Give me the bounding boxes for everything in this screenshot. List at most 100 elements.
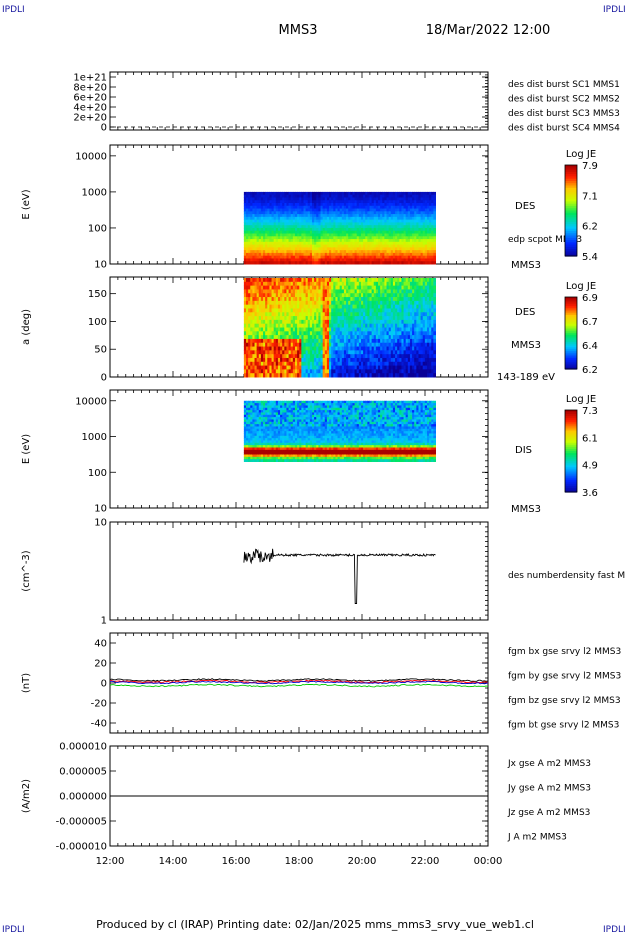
spectrogram-cell [346, 211, 349, 215]
spectrogram-cell [326, 202, 330, 207]
spectrogram-cell [273, 205, 277, 210]
spectrogram-cell [331, 293, 334, 298]
spectrogram-cell [265, 285, 268, 290]
spectrogram-cell [390, 327, 394, 332]
spectrogram-cell [324, 219, 328, 223]
spectrogram-cell [354, 369, 358, 374]
spectrogram-cell [350, 230, 353, 234]
spectrogram-cell [405, 219, 409, 223]
spectrogram-cell [246, 297, 249, 302]
spectrogram-cell [333, 369, 336, 374]
spectrogram-cell [260, 350, 264, 355]
spectrogram-cell [312, 258, 315, 262]
spectrogram-cell [365, 194, 368, 198]
spectrogram-cell [290, 205, 294, 210]
spectrogram-cell [403, 239, 407, 243]
spectrogram-cell [243, 289, 247, 294]
spectrogram-cell [265, 194, 268, 198]
spectrogram-cell [275, 202, 279, 207]
spectrogram-cell [275, 281, 279, 287]
spectrogram-cell [282, 361, 285, 367]
spectrogram-cell [256, 308, 260, 313]
spectrogram-cell [382, 361, 385, 367]
spectrogram-cell [431, 250, 434, 254]
spectrogram-cell [348, 331, 351, 336]
spectrogram-cell [405, 365, 409, 370]
spectrogram-cell [392, 312, 396, 317]
spectrogram-cell [254, 233, 258, 237]
spectrogram-cell [354, 230, 358, 234]
spectrogram-cell [333, 278, 336, 283]
spectrogram-cell [309, 281, 313, 287]
spectrogram-cell [337, 285, 341, 290]
spectrogram-cell [382, 304, 385, 309]
spectrogram-cell [390, 227, 394, 232]
spectrogram-cell [339, 278, 343, 283]
spectrogram-cell [320, 300, 324, 306]
spectrogram-cell [418, 331, 422, 336]
spectrogram-cell [254, 225, 258, 229]
spectrogram-cell [314, 304, 317, 309]
spectrogram-cell [356, 244, 360, 248]
spectrogram-cell [371, 230, 375, 234]
spectrogram-cell [337, 346, 341, 351]
spectrogram-cell [331, 369, 334, 374]
spectrogram-cell [346, 202, 349, 207]
y-tick-label: 0 [101, 373, 107, 384]
spectrogram-cell [405, 278, 409, 283]
spectrogram-cell [320, 227, 324, 232]
spectrogram-cell [299, 239, 302, 243]
spectrogram-cell [350, 297, 353, 302]
spectrogram-cell [403, 233, 407, 237]
spectrogram-cell [303, 214, 307, 218]
spectrogram-cell [365, 338, 368, 344]
spectrogram-cell [271, 233, 275, 237]
spectrogram-cell [386, 278, 390, 283]
spectrogram-cell [395, 202, 398, 207]
spectrogram-cell [382, 342, 385, 348]
spectrogram-cell [384, 227, 388, 232]
spectrogram-cell [399, 319, 402, 325]
spectrogram-cell [388, 225, 392, 229]
spectrogram-cell [378, 338, 381, 344]
spectrogram-cell [292, 304, 296, 309]
spectrogram-cell [367, 197, 370, 201]
spectrogram-cell [292, 194, 296, 198]
spectrogram-cell [397, 236, 400, 240]
legend-entry: des dist burst SC1 MMS1 [508, 80, 620, 90]
spectrogram-cell [271, 191, 275, 196]
spectrogram-cell [405, 244, 409, 248]
spectrogram-cell [288, 357, 292, 363]
spectrogram-cell [416, 225, 419, 229]
spectrogram-cell [333, 281, 336, 287]
spectrogram-cell [263, 233, 266, 237]
spectrogram-cell [284, 205, 287, 210]
spectrogram-cell [339, 219, 343, 223]
spectrogram-cell [254, 350, 258, 355]
spectrogram-cell [299, 258, 302, 262]
spectrogram-cell [373, 208, 377, 212]
spectrogram-cell [418, 297, 422, 302]
spectrogram-cell [375, 373, 379, 378]
spectrogram-cell [243, 331, 247, 336]
spectrogram-cell [318, 373, 322, 378]
spectrogram-cell [322, 316, 326, 321]
spectrogram-cell [341, 350, 345, 355]
spectrogram-cell [420, 335, 424, 340]
spectrogram-cell [288, 323, 292, 328]
spectrogram-cell [382, 350, 385, 355]
spectrogram-cell [263, 289, 266, 294]
spectrogram-cell [263, 312, 266, 317]
spectrogram-cell [369, 331, 373, 336]
spectrogram-cell [282, 225, 285, 229]
spectrogram-cell [348, 319, 351, 325]
spectrogram-cell [397, 252, 400, 257]
spectrogram-cell [248, 247, 251, 251]
spectrogram-cell [399, 369, 402, 374]
spectrogram-cell [320, 350, 324, 355]
spectrogram-cell [339, 252, 343, 257]
spectrogram-cell [265, 202, 268, 207]
spectrogram-cell [324, 357, 328, 363]
spectrogram-cell [420, 233, 424, 237]
spectrogram-cell [397, 200, 400, 204]
